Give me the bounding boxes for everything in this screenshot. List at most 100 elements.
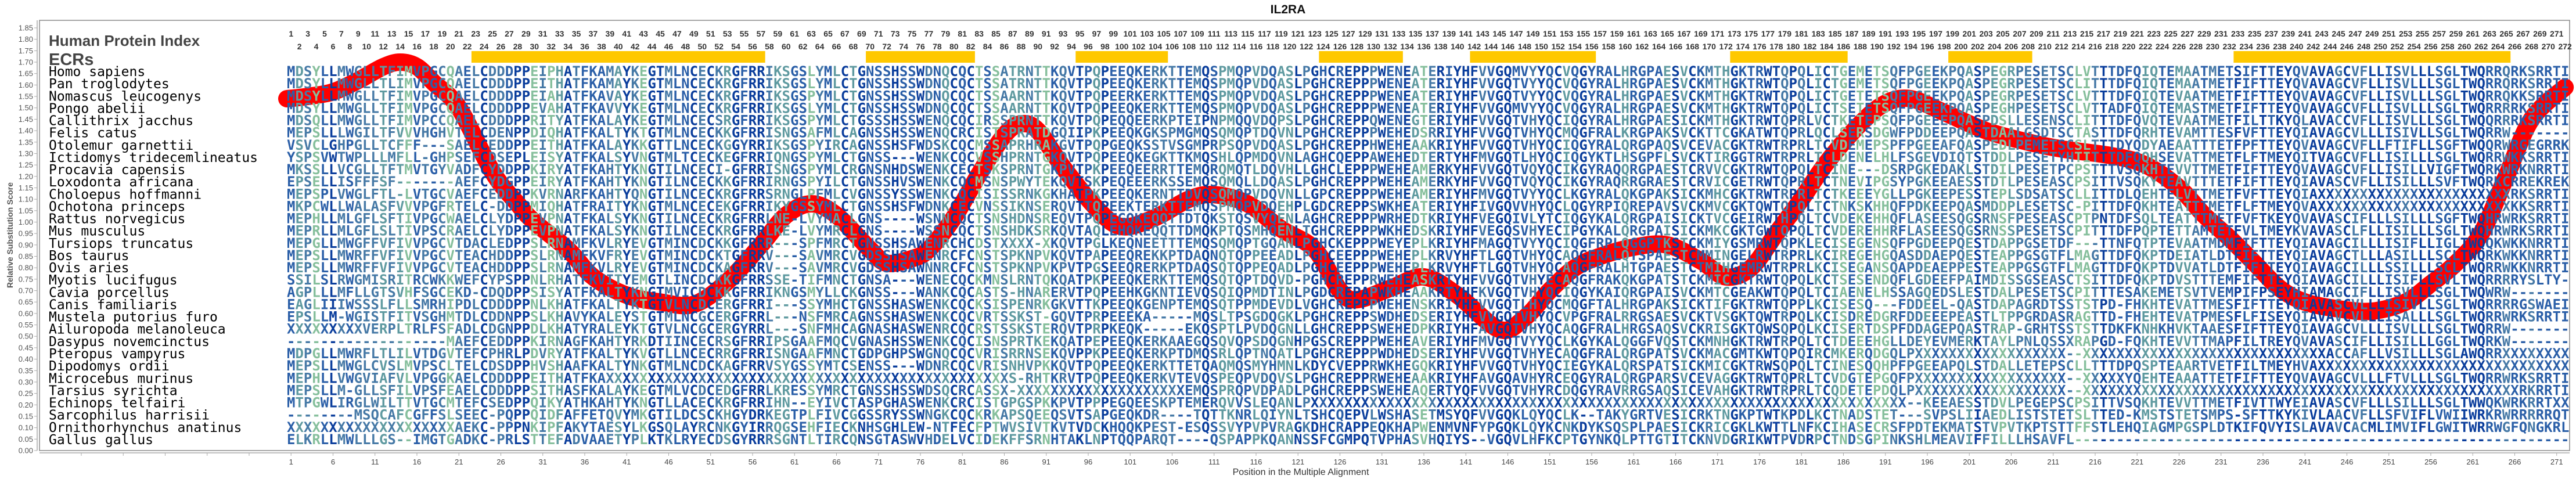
score-data-point	[2221, 230, 2238, 247]
score-data-point	[425, 74, 442, 91]
score-data-point	[451, 99, 467, 116]
position-number: 218	[2105, 42, 2119, 51]
residue: L	[673, 63, 681, 80]
position-number: 61	[790, 29, 799, 38]
position-number: 24	[480, 42, 489, 51]
x-tick-label: 131	[1376, 458, 1388, 466]
position-number: 182	[1803, 42, 1817, 51]
score-data-point	[828, 207, 845, 224]
y-axis-label: Relative Substitution Score	[5, 182, 15, 288]
x-tick-label: 261	[2466, 458, 2479, 466]
position-number: 207	[2013, 29, 2027, 38]
y-axis-ticks: 0.000.050.100.150.200.250.300.350.400.45…	[19, 24, 37, 455]
score-data-point	[1692, 253, 1709, 269]
position-number: 170	[1703, 42, 1717, 51]
residue: K	[773, 63, 782, 80]
position-number: 117	[1258, 29, 1271, 38]
score-data-point	[2020, 134, 2037, 150]
position-number: 128	[1350, 42, 1364, 51]
position-number: 251	[2382, 29, 2396, 38]
position-number: 222	[2139, 42, 2153, 51]
x-axis-label: Position in the Multiple Alignment	[1233, 467, 1369, 477]
position-number: 236	[2256, 42, 2270, 51]
residue: F	[581, 63, 589, 80]
score-data-point	[1743, 260, 1760, 276]
position-number: 36	[580, 42, 589, 51]
position-number: 101	[1124, 29, 1138, 38]
position-number: 199	[1946, 29, 1960, 38]
position-number: 3	[305, 29, 310, 38]
species-name: Nomascus leucogenys	[49, 89, 202, 104]
position-number: 185	[1828, 29, 1842, 38]
position-number: 241	[2298, 29, 2312, 38]
position-number: 100	[1115, 42, 1129, 51]
score-data-point	[1659, 236, 1676, 253]
score-data-point	[2422, 275, 2439, 292]
chart-title: IL2RA	[1271, 3, 1306, 16]
y-tick-label: 1.00	[19, 218, 33, 226]
x-tick-label: 166	[1670, 458, 1682, 466]
position-number: 169	[1694, 29, 1708, 38]
position-number: 261	[2466, 29, 2480, 38]
species-name: Cavia porcellus	[49, 285, 170, 300]
position-number: 179	[1778, 29, 1792, 38]
position-number: 177	[1761, 29, 1775, 38]
y-tick-label: 1.25	[19, 161, 33, 170]
position-number: 213	[2063, 29, 2077, 38]
position-number: 160	[1618, 42, 1632, 51]
residue: D	[488, 63, 497, 80]
residue: L	[472, 63, 480, 80]
position-number: 83	[974, 29, 984, 38]
substitution-score-series	[278, 53, 2574, 339]
position-number: 149	[1526, 29, 1540, 38]
residue: G	[430, 63, 438, 80]
ecr-bar	[1075, 51, 1168, 63]
x-tick-label: 36	[581, 458, 589, 466]
position-number: 88	[1017, 42, 1026, 51]
y-tick-label: 0.85	[19, 252, 33, 261]
residue: I	[538, 63, 546, 80]
position-number: 260	[2458, 42, 2471, 51]
position-number: 186	[1837, 42, 1851, 51]
position-number: 65	[823, 29, 833, 38]
position-number: 91	[1042, 29, 1051, 38]
score-data-point	[408, 58, 425, 75]
position-number: 73	[891, 29, 900, 38]
score-data-point	[325, 84, 341, 100]
position-number: 224	[2156, 42, 2170, 51]
x-tick-label: 241	[2298, 458, 2311, 466]
x-tick-label: 126	[1334, 458, 1347, 466]
position-number: 223	[2147, 29, 2161, 38]
position-number: 135	[1409, 29, 1423, 38]
position-number: 14	[395, 42, 405, 51]
x-tick-label: 121	[1291, 458, 1304, 466]
position-number: 28	[513, 42, 523, 51]
residue: A	[614, 63, 623, 80]
position-number: 141	[1459, 29, 1473, 38]
x-tick-label: 6	[331, 458, 335, 466]
score-data-point	[618, 287, 635, 304]
position-number: 228	[2189, 42, 2203, 51]
residue: D	[497, 63, 505, 80]
position-number: 211	[2046, 29, 2060, 38]
position-number: 109	[1190, 29, 1204, 38]
position-number: 85	[991, 29, 1001, 38]
x-tick-label: 211	[2047, 458, 2059, 466]
x-tick-label: 196	[1921, 458, 1934, 466]
position-number: 121	[1291, 29, 1305, 38]
y-tick-label: 1.45	[19, 115, 33, 124]
score-data-point	[1307, 241, 1323, 258]
ecr-bar	[2233, 51, 2511, 63]
score-data-point	[1567, 260, 1584, 276]
x-tick-label: 46	[664, 458, 672, 466]
position-number: 113	[1224, 29, 1237, 38]
position-number: 187	[1845, 29, 1859, 38]
score-data-point	[1113, 218, 1130, 235]
x-tick-label: 221	[2131, 458, 2143, 466]
position-number: 11	[370, 29, 379, 38]
position-number: 238	[2273, 42, 2287, 51]
residue: E	[530, 63, 538, 80]
y-tick-label: 0.90	[19, 240, 33, 249]
position-index-header: 1234567891011121314151617181920212223242…	[289, 29, 2572, 51]
position-number: 255	[2416, 29, 2430, 38]
